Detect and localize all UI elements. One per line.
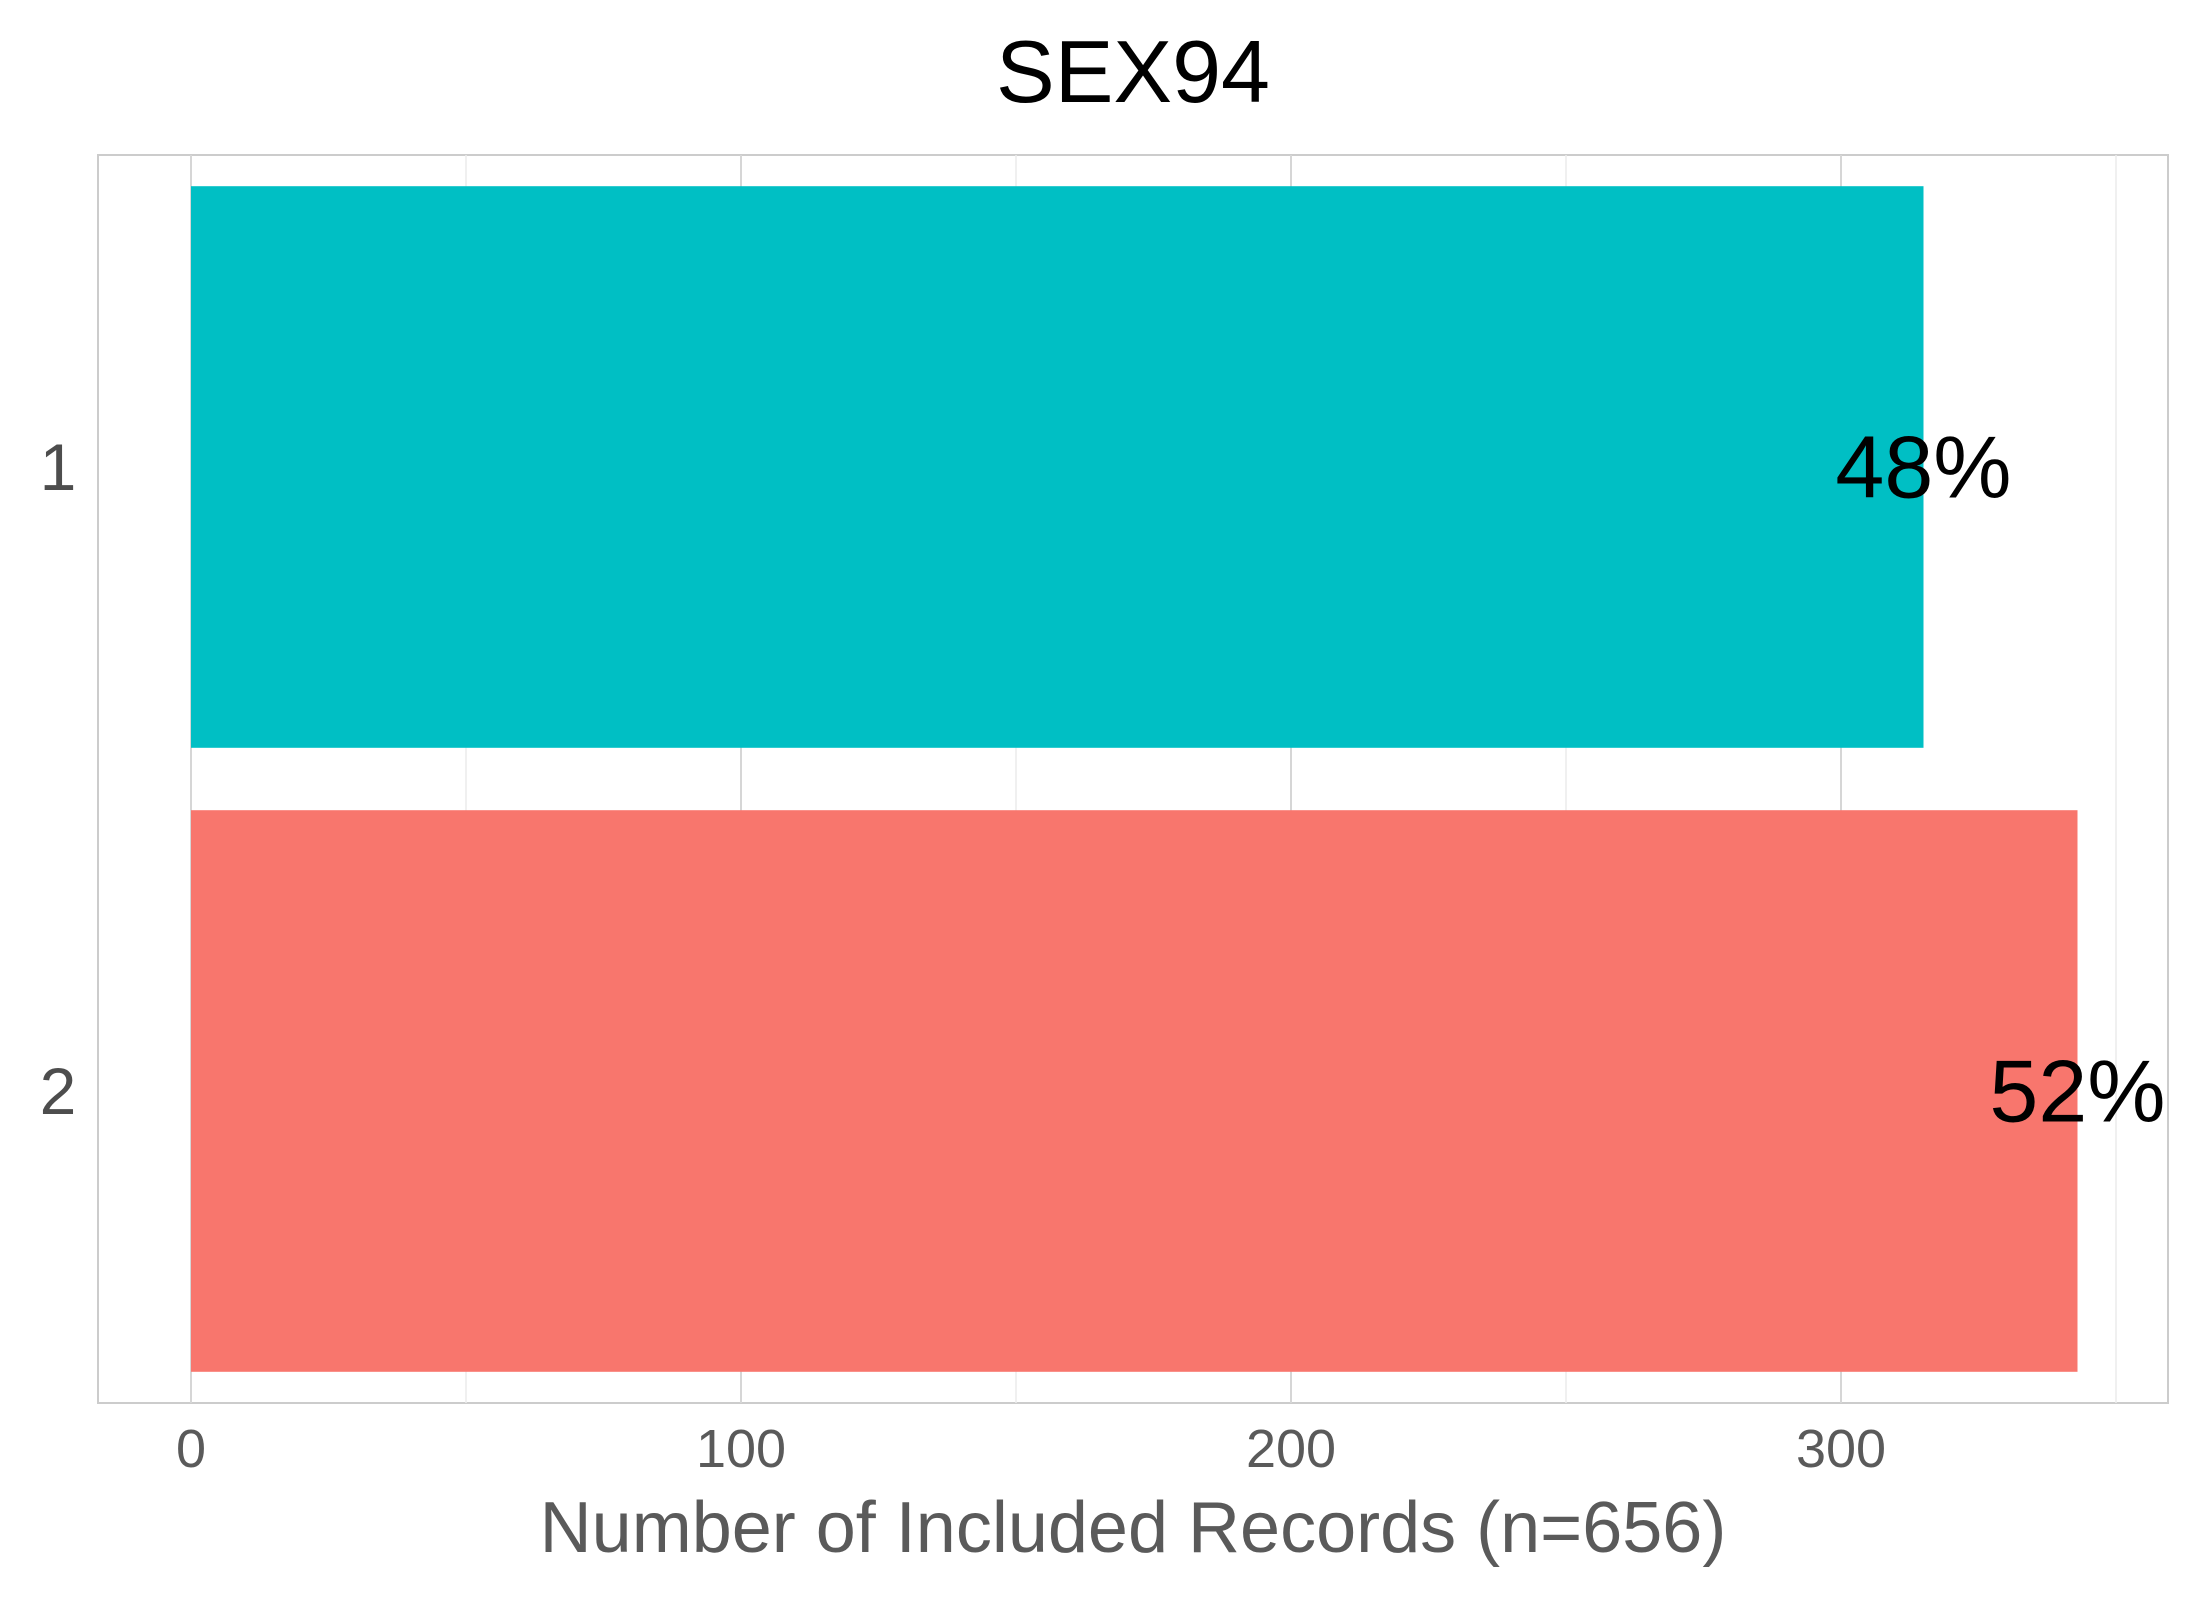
- data-label-2: 52%: [1989, 1042, 2165, 1141]
- x-tick-label: 100: [696, 1419, 786, 1479]
- y-axis-labels: 12: [40, 430, 77, 1128]
- chart-title: SEX94: [996, 22, 1270, 121]
- data-label-1: 48%: [1835, 418, 2011, 517]
- x-tick-label: 0: [176, 1419, 206, 1479]
- x-axis-title: Number of Included Records (n=656): [540, 1488, 1727, 1568]
- data-labels: 48% 52%: [1835, 418, 2165, 1141]
- x-tick-label: 200: [1246, 1419, 1336, 1479]
- bar-1: [191, 186, 1924, 748]
- y-tick-label-1: 1: [40, 430, 77, 504]
- bars: [191, 186, 2078, 1372]
- x-axis-labels: 0 100 200 300: [176, 1419, 1886, 1479]
- x-tick-label: 300: [1796, 1419, 1886, 1479]
- bar-2: [191, 810, 2078, 1372]
- y-tick-label-2: 2: [40, 1054, 77, 1128]
